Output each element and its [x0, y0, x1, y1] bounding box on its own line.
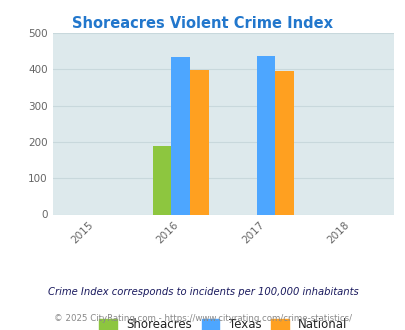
Text: Shoreacres Violent Crime Index: Shoreacres Violent Crime Index [72, 16, 333, 31]
Bar [190, 70, 208, 214]
Text: Crime Index corresponds to incidents per 100,000 inhabitants: Crime Index corresponds to incidents per… [47, 287, 358, 297]
Bar [256, 56, 275, 214]
Bar [275, 72, 293, 214]
Text: © 2025 CityRating.com - https://www.cityrating.com/crime-statistics/: © 2025 CityRating.com - https://www.city… [54, 314, 351, 323]
Bar [152, 146, 171, 214]
Bar [171, 57, 190, 214]
Legend: Shoreacres, Texas, National: Shoreacres, Texas, National [96, 315, 350, 330]
